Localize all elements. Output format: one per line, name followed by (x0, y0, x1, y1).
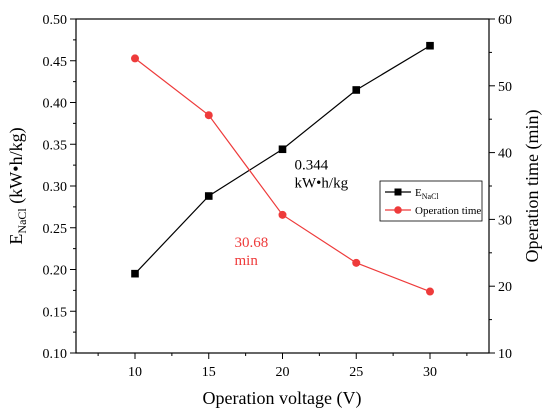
left-y-tick-label-4: 0.30 (43, 180, 68, 195)
legend-marker-enacl (394, 188, 402, 196)
series-1-point-4 (426, 287, 434, 296)
left-y-tick-label-2: 0.20 (43, 264, 68, 279)
legend: ENaCl Operation time (379, 180, 483, 222)
series-1-point-3 (352, 258, 361, 267)
left-y-label-sub: NaCl (15, 208, 29, 234)
x-tick-label-0: 10 (128, 365, 142, 380)
legend-label-enacl: ENaCl (415, 187, 439, 201)
series-1-point-0 (131, 54, 139, 63)
series-line-0 (134, 45, 431, 275)
legend-label-operation-time: Operation time (415, 205, 481, 217)
left-y-tick-label-8: 0.50 (43, 13, 68, 28)
right-y-tick-label-1: 20 (498, 280, 512, 295)
series-0-point-0 (131, 269, 139, 278)
right-y-tick-label-0: 10 (498, 347, 512, 362)
right-y-tick-label-3: 40 (498, 147, 512, 162)
left-y-tick-label-6: 0.40 (43, 97, 68, 112)
series-0-point-2 (278, 145, 287, 154)
series-layer (131, 41, 434, 296)
right-y-tick-label-5: 60 (498, 13, 512, 28)
series-0-point-3 (352, 86, 361, 94)
right-y-tick-label-2: 30 (498, 213, 512, 228)
annotation-1-line1: 30.68 (235, 235, 269, 251)
legend-box (379, 180, 483, 222)
annotation-0-line2: kW•h/kg (295, 175, 349, 191)
left-y-tick-label-7: 0.45 (43, 55, 68, 70)
series-0-point-4 (426, 41, 434, 50)
series-0-point-1 (204, 192, 213, 200)
left-y-tick-label-3: 0.25 (43, 222, 68, 237)
x-tick-label-3: 25 (349, 365, 363, 380)
annotation-1-line2: min (235, 253, 259, 269)
x-axis-ticks: 10 15 20 25 30 (97, 353, 468, 380)
series-1-point-2 (278, 210, 287, 219)
left-y-label-main: E (6, 234, 26, 245)
left-y-tick-label-1: 0.15 (43, 305, 68, 320)
legend-enacl-main: E (415, 187, 422, 199)
legend-enacl-sub: NaCl (422, 192, 440, 201)
left-y-axis-label: ENaCl (kW•h/kg) (6, 127, 29, 244)
left-y-tick-label-5: 0.35 (43, 138, 68, 153)
left-y-label-unit: (kW•h/kg) (6, 127, 27, 208)
annotation-layer: 0.344 kW•h/kg 30.68 min (235, 157, 349, 269)
left-y-axis-ticks: 0.10 0.15 0.20 0.25 0.30 0.35 0.40 0.45 0.50 (43, 13, 76, 362)
series-1-point-1 (204, 111, 213, 120)
legend-marker-operation-time (394, 206, 402, 214)
series-line-1 (134, 57, 431, 293)
right-y-tick-label-4: 50 (498, 80, 512, 95)
left-y-tick-label-0: 0.10 (43, 347, 68, 362)
right-y-axis-label: Operation time (min) (522, 110, 543, 263)
x-tick-label-2: 20 (276, 365, 290, 380)
annotation-0-line1: 0.344 (295, 157, 329, 173)
x-tick-label-4: 30 (423, 365, 437, 380)
x-axis-label: Operation voltage (V) (203, 388, 362, 409)
right-y-axis-ticks: 10 20 30 40 50 60 (489, 13, 512, 362)
x-tick-label-1: 15 (202, 365, 216, 380)
